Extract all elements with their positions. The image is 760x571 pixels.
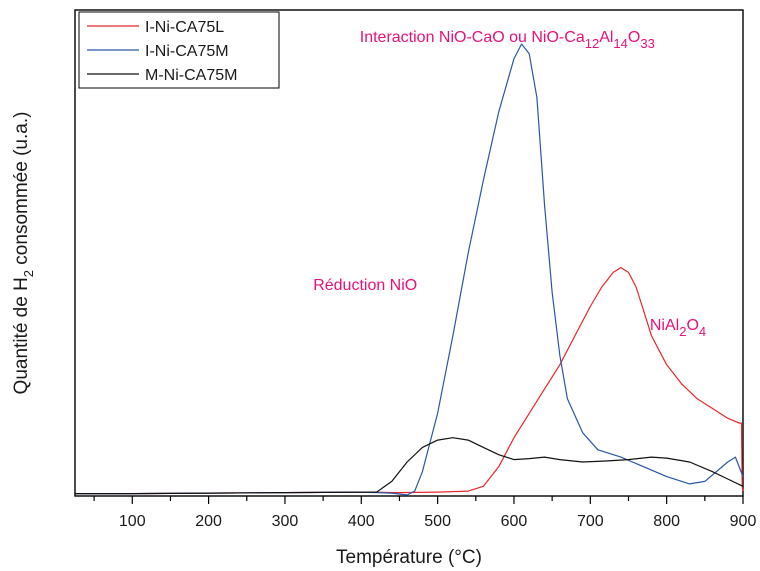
annotation-subscript: 4 [699, 324, 706, 339]
x-axis-title: Température (°C) [336, 547, 482, 568]
annotation-text: O [686, 317, 698, 334]
x-tick-label: 800 [653, 513, 680, 530]
annotations: Interaction NiO-CaO ou NiO-Ca12Al14O33Ré… [313, 29, 706, 339]
x-tick-label: 100 [119, 513, 146, 530]
annotation: Interaction NiO-CaO ou NiO-Ca12Al14O33 [360, 29, 655, 51]
legend: I-Ni-CA75L I-Ni-CA75M M-Ni-CA75M [78, 11, 280, 89]
annotation-subscript: 12 [585, 36, 599, 51]
x-tick-label: 300 [272, 513, 299, 530]
y-axis-title-prefix: Quantité de H [11, 277, 32, 394]
plot-border [74, 9, 744, 497]
x-tick-label: 700 [577, 513, 604, 530]
legend-label: I-Ni-CA75M [145, 43, 229, 60]
series-line-I-Ni-CA75M [75, 43, 744, 496]
x-tick-label: 900 [730, 513, 757, 530]
legend-label: I-Ni-CA75L [145, 19, 224, 36]
series-layer [75, 43, 744, 496]
annotation-text: Réduction NiO [313, 277, 417, 294]
x-tick-label: 400 [348, 513, 375, 530]
annotation-text: NiAl [650, 317, 679, 334]
annotation: NiAl2O4 [650, 317, 706, 339]
annotation-subscript: 33 [640, 36, 654, 51]
x-tick-label: 200 [195, 513, 222, 530]
x-tick-label: 500 [424, 513, 451, 530]
annotation-text: O [628, 29, 640, 46]
legend-label: M-Ni-CA75M [145, 67, 237, 84]
y-axis-title-suffix: consommée (u.a.) [11, 112, 32, 270]
series-line-M-Ni-CA75M [75, 437, 744, 495]
y-axis-title: Quantité de H2 consommée (u.a.) [11, 112, 36, 395]
annotation-subscript: 14 [613, 36, 627, 51]
plot-frame [74, 9, 744, 497]
x-tick-label: 600 [501, 513, 528, 530]
annotation-text: Al [599, 29, 613, 46]
annotation: Réduction NiO [313, 277, 417, 294]
annotation-text: Interaction NiO-CaO ou NiO-Ca [360, 29, 585, 46]
annotation-subscript: 2 [679, 324, 686, 339]
y-axis-title-sub: 2 [21, 270, 36, 277]
x-axis-ticks: 100 200 300 400 500 600 700 800 900 [93, 496, 757, 530]
